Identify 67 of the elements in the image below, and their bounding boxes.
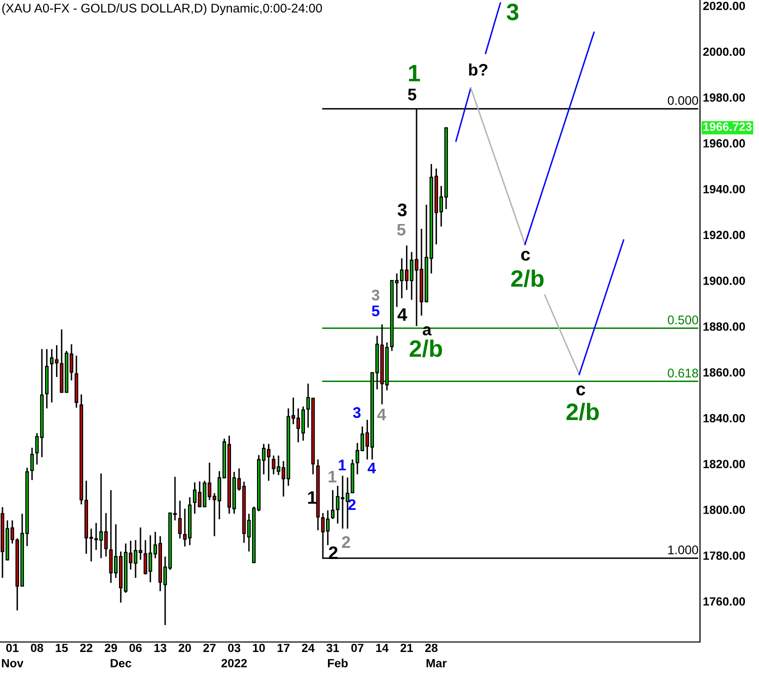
- x-tick-label: 06: [129, 644, 142, 652]
- annotation: 1: [338, 460, 346, 470]
- x-tick-label: 27: [203, 644, 216, 652]
- text: Nov: [2, 659, 24, 668]
- x-tick-label: 22: [80, 644, 92, 652]
- annotation: 0.000: [668, 96, 698, 105]
- x-tick-label: 10: [252, 644, 265, 652]
- annotation: 1.000: [668, 545, 698, 554]
- x-tick-label: 29: [104, 644, 118, 652]
- x-tick-label: 13: [154, 644, 166, 652]
- x-tick-label: 24: [302, 644, 315, 652]
- x-tick-label: 28: [425, 644, 438, 652]
- text: Mar: [426, 659, 447, 668]
- y-tick-label: 1820.00: [704, 460, 745, 468]
- y-tick-label: 1780.00: [704, 551, 745, 560]
- x-tick-label: 21: [400, 644, 413, 652]
- annotation: 5: [408, 88, 416, 100]
- annotation: 2/b: [511, 270, 544, 288]
- annotation: 1: [409, 64, 420, 82]
- annotation: 3: [353, 407, 361, 418]
- annotation: 3: [506, 4, 518, 20]
- y-tick-label: 1760.00: [704, 597, 745, 606]
- x-tick-label: 15: [56, 644, 68, 652]
- y-tick-label: 1840.00: [704, 414, 745, 422]
- annotation: 4: [368, 462, 376, 474]
- y-tick-label: 1800.00: [704, 506, 745, 514]
- annotation: 2: [348, 499, 356, 510]
- y-tick-label: 1860.00: [704, 368, 745, 377]
- annotation: c: [576, 385, 586, 396]
- annotation: a: [422, 326, 432, 336]
- candlestick: [178, 500, 182, 540]
- annotation: 4: [398, 308, 408, 321]
- annotation: 4: [377, 408, 386, 420]
- x-tick-label: 01: [6, 644, 19, 652]
- y-tick-label: 1920.00: [704, 230, 745, 240]
- y-tick-label: 1980.00: [704, 93, 745, 102]
- annotation: b?: [469, 63, 488, 76]
- annotation: 2/b: [566, 402, 599, 420]
- annotation: 3: [372, 290, 380, 300]
- x-tick-label: 03: [228, 644, 240, 652]
- annotation: 3: [398, 203, 407, 216]
- chart-title: (XAU A0-FX - GOLD/US DOLLAR,D) Dynamic,0:00-24:00: [2, 3, 322, 16]
- annotation: c: [521, 250, 530, 261]
- y-tick-label: 1960.00: [704, 139, 745, 148]
- annotation: 2: [342, 536, 350, 548]
- x-tick-label: 17: [278, 644, 290, 652]
- x-tick-label: 08: [30, 644, 44, 652]
- y-tick-label: 1880.00: [704, 322, 745, 331]
- y-tick-label: 2020.00: [703, 2, 745, 10]
- y-tick-label: 1900.00: [704, 276, 745, 285]
- candlestick: [30, 447, 34, 481]
- annotation: 0.500: [668, 316, 698, 324]
- y-tick-label: 1940.00: [704, 184, 745, 194]
- annotation: 5: [397, 224, 406, 236]
- x-tick-label: 20: [178, 644, 191, 652]
- text: 1966.723: [704, 122, 752, 131]
- annotation: 2/b: [410, 340, 442, 358]
- x-tick-label: 31: [326, 644, 339, 652]
- text: Feb: [328, 658, 348, 668]
- annotation: 5: [372, 306, 380, 316]
- x-tick-label: 07: [351, 644, 364, 652]
- annotation: 0.618: [668, 368, 698, 378]
- text: 2022: [221, 658, 247, 668]
- annotation: 1: [328, 470, 336, 482]
- text: Dec: [110, 659, 132, 668]
- y-tick-label: 2000.00: [703, 48, 745, 56]
- x-tick-label: 14: [376, 644, 389, 652]
